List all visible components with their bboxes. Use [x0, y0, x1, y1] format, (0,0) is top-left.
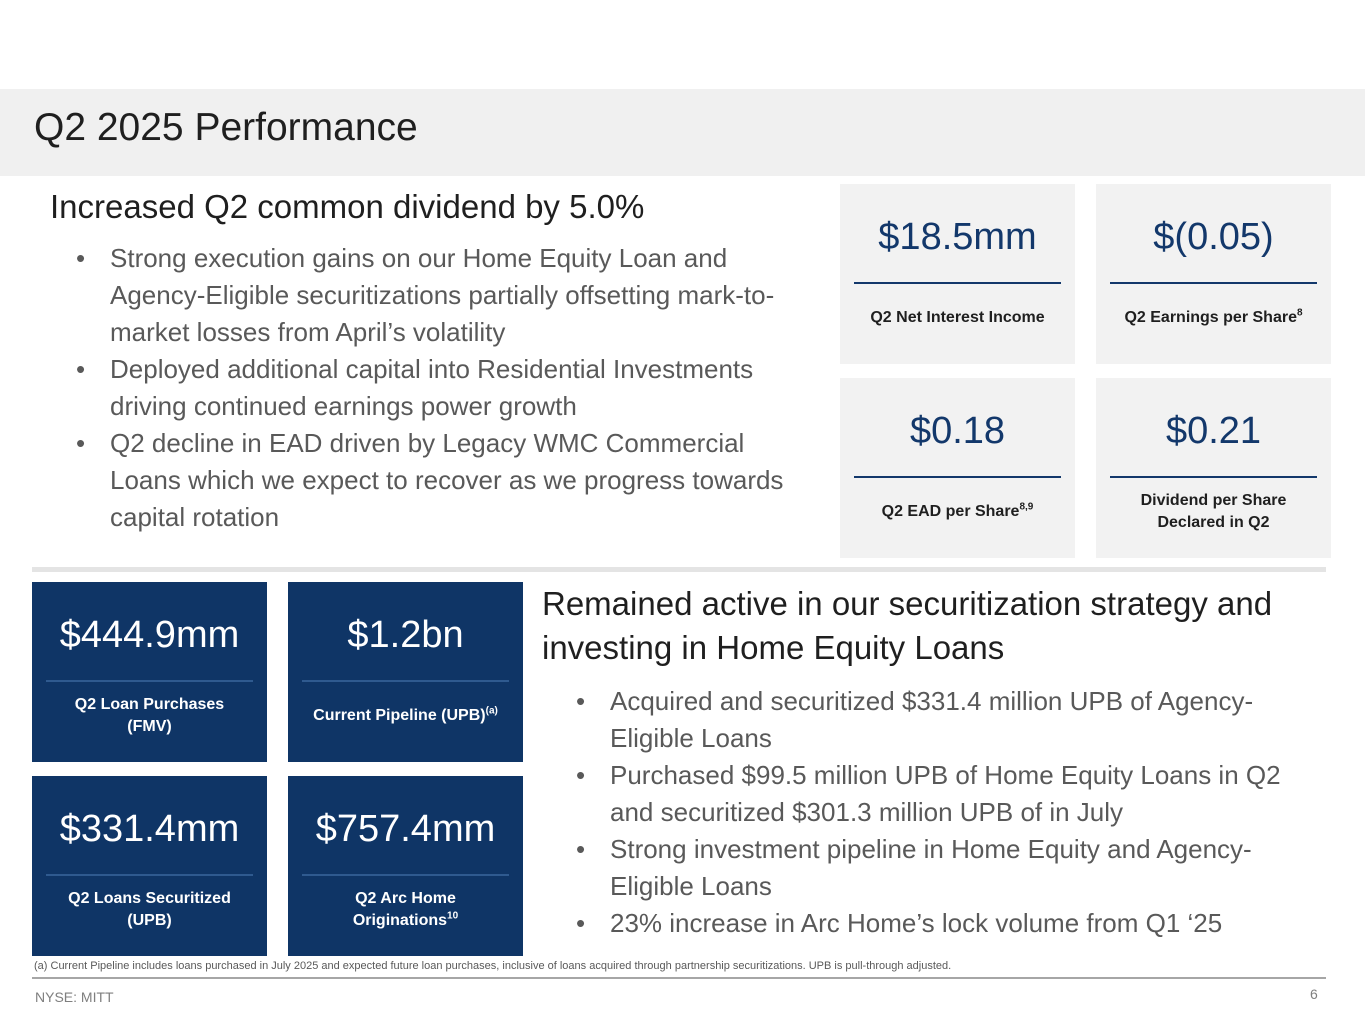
kpi-earnings-per-share: $(0.05) Q2 Earnings per Share8 [1096, 184, 1331, 364]
kpi-loan-purchases: $444.9mm Q2 Loan Purchases (FMV) [32, 582, 267, 762]
kpi-ead-per-share: $0.18 Q2 EAD per Share8,9 [840, 378, 1075, 558]
footer-rule [32, 977, 1326, 979]
kpi-label: Q2 Loan Purchases (FMV) [40, 682, 259, 750]
kpi-label: Q2 Earnings per Share8 [1104, 284, 1323, 352]
kpi-value: $0.21 [1165, 410, 1262, 452]
kpi-label-text: Q2 Net Interest Income [870, 309, 1045, 326]
kpi-label: Q2 Loans Securitized (UPB) [40, 876, 259, 944]
kpi-divider [46, 680, 253, 682]
top-bullet-1: Strong execution gains on our Home Equit… [50, 240, 820, 351]
kpi-value: $444.9mm [59, 614, 240, 656]
kpi-label-text: Current Pipeline (UPB) [313, 707, 486, 724]
kpi-divider [302, 874, 509, 876]
kpi-footnote-ref: 8 [1296, 307, 1303, 319]
bottom-bullet-2: Purchased $99.5 million UPB of Home Equi… [550, 757, 1330, 831]
kpi-value: $331.4mm [59, 808, 240, 850]
kpi-label: Q2 Arc Home Originations10 [296, 876, 515, 944]
title-band [0, 89, 1365, 176]
kpi-divider [46, 874, 253, 876]
bottom-bullet-list: Acquired and securitized $331.4 million … [550, 683, 1330, 942]
kpi-label-text: Q2 Loans Securitized (UPB) [68, 890, 231, 929]
kpi-divider [854, 282, 1061, 284]
securitization-heading: Remained active in our securitization st… [542, 585, 1273, 666]
kpi-label-text: Q2 Earnings per Share [1124, 309, 1297, 326]
kpi-value: $0.18 [909, 410, 1006, 452]
kpi-value: $(0.05) [1153, 216, 1274, 258]
bottom-bullet-3: Strong investment pipeline in Home Equit… [550, 831, 1330, 905]
kpi-label-text: Q2 Arc Home Originations [352, 890, 456, 929]
bottom-bullet-4: 23% increase in Arc Home’s lock volume f… [550, 905, 1330, 942]
kpi-dividend-per-share: $0.21 Dividend per Share Declared in Q2 [1096, 378, 1331, 558]
kpi-label: Current Pipeline (UPB)(a) [296, 682, 515, 750]
kpi-divider [854, 476, 1061, 478]
top-bullet-3: Q2 decline in EAD driven by Legacy WMC C… [50, 425, 820, 536]
kpi-footnote-ref: 10 [447, 910, 459, 922]
kpi-footnote-ref: 8,9 [1019, 501, 1034, 513]
kpi-current-pipeline: $1.2bn Current Pipeline (UPB)(a) [288, 582, 523, 762]
kpi-divider [1110, 282, 1317, 284]
section-divider [32, 567, 1326, 572]
kpi-label: Q2 Net Interest Income [848, 284, 1067, 352]
top-bullet-list: Strong execution gains on our Home Equit… [50, 240, 820, 536]
page-number: 6 [1310, 986, 1318, 1002]
ticker-label: NYSE: MITT [35, 989, 114, 1005]
kpi-value: $757.4mm [315, 808, 496, 850]
kpi-footnote-ref: (a) [485, 705, 498, 717]
kpi-label-text: Q2 Loan Purchases (FMV) [74, 696, 225, 735]
kpi-loans-securitized: $331.4mm Q2 Loans Securitized (UPB) [32, 776, 267, 956]
kpi-value: $1.2bn [347, 614, 464, 656]
kpi-divider [302, 680, 509, 682]
footnote: (a) Current Pipeline includes loans purc… [34, 960, 952, 972]
kpi-label: Dividend per Share Declared in Q2 [1104, 478, 1323, 546]
kpi-label: Q2 EAD per Share8,9 [848, 478, 1067, 546]
kpi-net-interest-income: $18.5mm Q2 Net Interest Income [840, 184, 1075, 364]
bottom-bullet-1: Acquired and securitized $331.4 million … [550, 683, 1330, 757]
dividend-heading: Increased Q2 common dividend by 5.0% [50, 188, 645, 225]
kpi-label-text: Dividend per Share Declared in Q2 [1140, 492, 1287, 531]
kpi-arc-home-originations: $757.4mm Q2 Arc Home Originations10 [288, 776, 523, 956]
kpi-label-text: Q2 EAD per Share [881, 503, 1020, 520]
top-bullet-2: Deployed additional capital into Residen… [50, 351, 820, 425]
kpi-divider [1110, 476, 1317, 478]
page-title: Q2 2025 Performance [34, 106, 418, 149]
kpi-value: $18.5mm [878, 216, 1037, 258]
